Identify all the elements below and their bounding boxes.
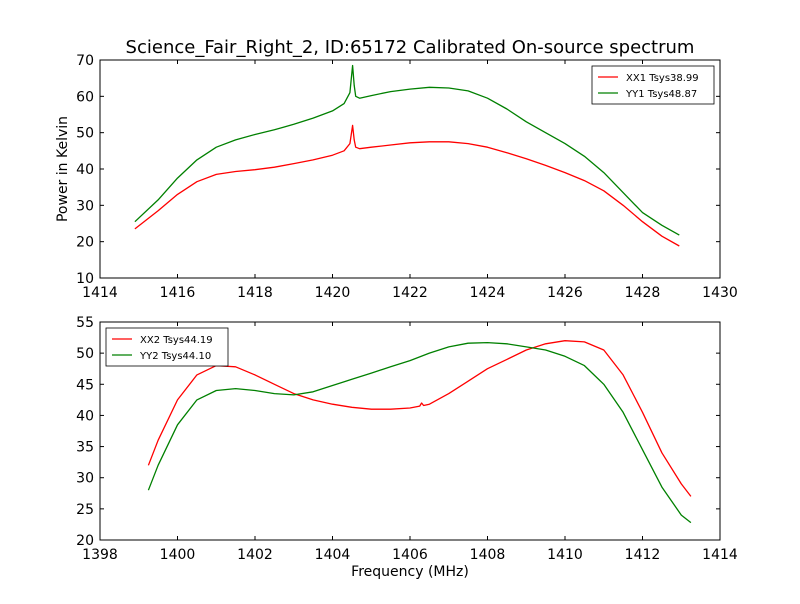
y-tick-label: 45 [76,377,94,393]
legend-2: XX2 Tsys44.19 YY2 Tsys44.10 [105,327,229,367]
y-tick-label: 70 [76,53,94,69]
x-tick-label: 1418 [237,285,273,301]
y-tick-label: 60 [76,89,94,105]
chart-title: Science_Fair_Right_2, ID:65172 Calibrate… [126,37,695,58]
x-tick-label: 1420 [315,285,351,301]
series-line-2-2 [147,341,692,524]
series-line-2-1 [147,340,692,497]
y-tick-label: 30 [76,198,94,214]
y-tick-label: 25 [76,502,94,518]
x-tick-label: 1424 [470,285,506,301]
axes-1: 1414 1416 1418 1420 1422 1424 1426 1428 1430 10 20… [55,53,738,301]
legend-1: XX1 Tsys38.99 YY1 Tsys48.87 [591,65,715,105]
x-tick-label: 1430 [702,285,738,301]
x-tick-label: 1402 [237,547,273,563]
x-tick-label: 1416 [160,285,196,301]
x-tick-label: 1398 [82,547,118,563]
legend-box [591,65,715,105]
legend-entry: YY2 Tsys44.10 [139,351,211,362]
x-tick-label: 1428 [625,285,661,301]
legend-entry: XX2 Tsys44.19 [140,335,213,346]
y-tick-label: 40 [76,162,94,178]
y-tick-label: 10 [76,271,94,287]
x-tick-label: 1426 [547,285,583,301]
plots-group: 1414 1416 1418 1420 1422 1424 1426 1428 1430 10 20… [55,53,738,580]
y-tick-label: 55 [76,315,94,331]
y-tick-label: 50 [76,346,94,362]
x-tick-label: 1414 [82,285,118,301]
x-tick-label: 1404 [315,547,351,563]
y-tick-label: 50 [76,126,94,142]
y-tick-label: 40 [76,408,94,424]
x-tick-label: 1410 [547,547,583,563]
y-tick-label: 35 [76,440,94,456]
legend-box [105,327,229,367]
x-tick-label: 1422 [392,285,428,301]
series-line-1-1 [134,124,680,247]
x-tick-label: 1400 [160,547,196,563]
axes-2: 1398 1400 1402 1404 1406 1408 1410 1412 1414 20 25… [76,315,738,580]
series-line-1-2 [134,64,680,236]
y-tick-label: 20 [76,235,94,251]
x-axis-label: Frequency (MHz) [351,564,469,580]
x-tick-label: 1414 [702,547,738,563]
y-tick-label: 20 [76,533,94,549]
x-tick-label: 1412 [625,547,661,563]
legend-entry: YY1 Tsys48.87 [625,89,697,100]
x-tick-label: 1406 [392,547,428,563]
x-tick-label: 1408 [470,547,506,563]
y-axis-label: Power in Kelvin [55,116,71,222]
y-tick-label: 30 [76,471,94,487]
legend-entry: XX1 Tsys38.99 [626,73,699,84]
